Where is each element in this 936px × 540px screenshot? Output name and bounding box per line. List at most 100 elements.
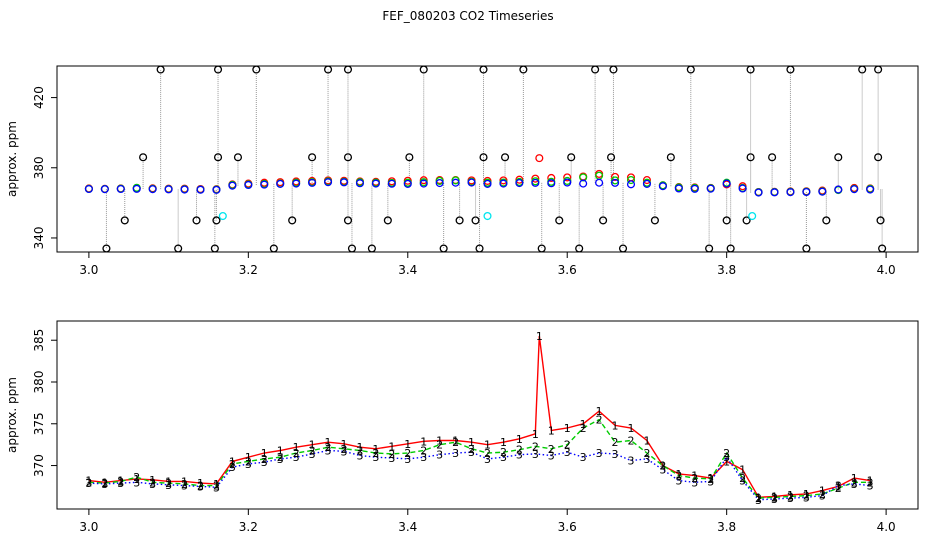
- series-symbol: 1: [867, 475, 874, 488]
- series-symbol: 3: [739, 475, 746, 488]
- series-line: [88, 449, 871, 501]
- series-symbol: 3: [819, 490, 826, 503]
- series-symbol: 3: [101, 478, 108, 491]
- series-symbol: 2: [293, 447, 300, 460]
- series-symbol: 1: [739, 464, 746, 477]
- outlier-point: [213, 65, 223, 74]
- series-symbol: 1: [819, 485, 826, 498]
- outlier-point: [347, 244, 357, 253]
- series-symbol: 2: [835, 482, 842, 495]
- series-symbol: 2: [85, 476, 92, 489]
- series-symbol: 1: [803, 488, 810, 501]
- series-symbol: 2: [707, 473, 714, 486]
- series-symbol: 3: [628, 455, 635, 468]
- series-symbol: 2: [580, 422, 587, 435]
- series-symbol: 2: [500, 446, 507, 459]
- series-symbol: 3: [372, 451, 379, 464]
- outlier-point: [102, 244, 111, 253]
- x-tick-label: 3.6: [558, 263, 577, 277]
- series-symbol: 1: [643, 434, 650, 447]
- outlier-point: [609, 65, 618, 74]
- data-point: [355, 179, 364, 188]
- y-axis-label: approx. ppm: [5, 377, 19, 453]
- data-point: [531, 174, 540, 183]
- data-point: [531, 178, 540, 187]
- data-point: [435, 178, 444, 188]
- series-symbol: 3: [452, 447, 459, 460]
- data-point: [770, 188, 779, 197]
- series-symbol: 3: [165, 479, 172, 492]
- series-symbol: 2: [165, 477, 172, 490]
- series-symbol: 3: [404, 453, 411, 466]
- series-symbol: 2: [787, 490, 794, 503]
- series-symbol: 3: [548, 450, 555, 463]
- series-symbol: 2: [213, 480, 220, 493]
- outlier-point: [726, 244, 735, 253]
- outlier-point: [405, 153, 414, 162]
- series-symbol: 2: [261, 453, 268, 466]
- outlier-point: [212, 216, 221, 225]
- outlier-point: [210, 244, 219, 253]
- data-point: [563, 173, 572, 182]
- x-tick-label: 3.8: [717, 263, 736, 277]
- outlier-point: [479, 153, 488, 162]
- series-symbol: 1: [197, 477, 204, 490]
- series-symbol: 2: [452, 436, 459, 449]
- outlier-point: [858, 65, 867, 74]
- y-tick-label: 380: [32, 371, 46, 394]
- series-symbol: 3: [420, 451, 427, 464]
- figure-title: FEF_080203 CO2 Timeseries: [382, 9, 554, 23]
- outlier-point: [213, 153, 223, 162]
- data-point: [324, 178, 333, 187]
- outlier-point: [288, 216, 297, 225]
- x-tick-label: 4.0: [877, 520, 896, 534]
- outlier-point: [233, 153, 243, 162]
- outlier-point: [746, 153, 755, 162]
- outlier-point: [475, 244, 484, 253]
- series-symbol: 1: [404, 438, 411, 451]
- outlier-point: [575, 244, 584, 253]
- data-point: [802, 187, 811, 197]
- data-point: [116, 184, 125, 194]
- series-symbol: 1: [500, 436, 507, 449]
- outlier-point: [591, 65, 600, 74]
- series-symbol: 1: [536, 330, 543, 343]
- series-symbol: 2: [101, 477, 108, 490]
- series-symbol: 1: [691, 470, 698, 483]
- data-point: [626, 180, 636, 189]
- outlier-point: [479, 65, 488, 74]
- series-symbol: 2: [372, 447, 379, 460]
- series-symbol: 1: [580, 418, 587, 431]
- series-symbol: 1: [771, 490, 778, 503]
- series-symbol: 3: [851, 478, 858, 491]
- series-symbol: 1: [484, 439, 491, 452]
- data-point: [595, 178, 604, 187]
- series-symbol: 3: [388, 452, 395, 465]
- x-tick-label: 3.2: [239, 520, 258, 534]
- data-point: [690, 184, 699, 193]
- y-tick-label: 380: [32, 156, 46, 179]
- plot-frame: [56, 320, 919, 510]
- x-tick-label: 3.2: [239, 263, 258, 277]
- outlier-point: [500, 153, 510, 162]
- data-point: [212, 185, 221, 194]
- series-symbol: 3: [612, 448, 619, 461]
- series-symbol: 1: [612, 419, 619, 432]
- outlier-point: [705, 244, 714, 253]
- series-symbol: 2: [388, 448, 395, 461]
- series-symbol: 1: [468, 436, 475, 449]
- data-point: [100, 185, 109, 194]
- y-tick-label: 420: [32, 86, 46, 109]
- outlier-point: [343, 216, 353, 225]
- series-symbol: 3: [564, 446, 571, 459]
- plot-frame: [56, 65, 919, 253]
- series-symbol: 1: [436, 434, 443, 447]
- series-symbol: 3: [532, 448, 539, 461]
- outlier-point: [786, 65, 795, 74]
- data-point: [535, 154, 544, 163]
- x-tick-label: 3.4: [398, 263, 417, 277]
- series-symbol: 1: [420, 435, 427, 448]
- series-symbol: 2: [819, 488, 826, 501]
- series-symbol: 3: [468, 446, 475, 459]
- series-symbol: 3: [707, 475, 714, 488]
